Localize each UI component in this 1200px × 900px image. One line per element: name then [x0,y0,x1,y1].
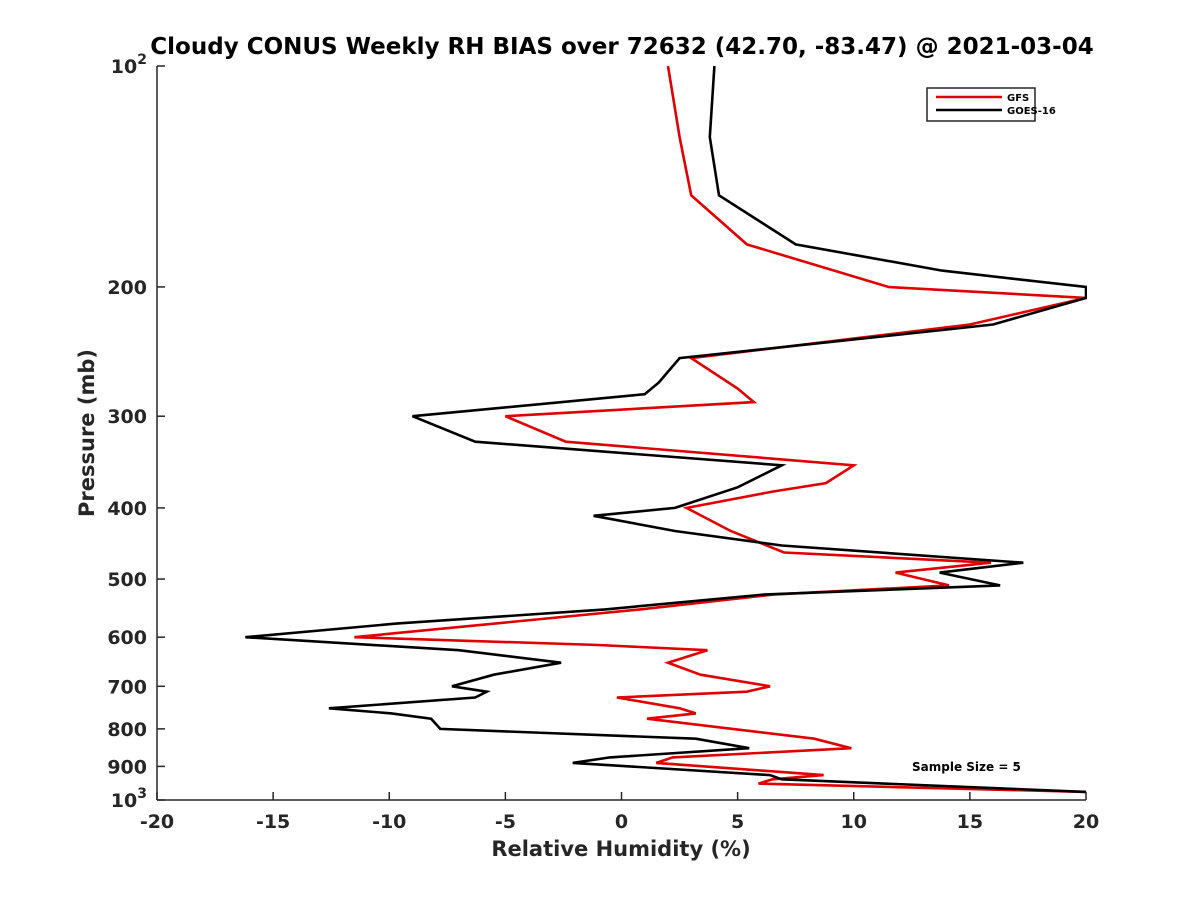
y-axis-ticks: 102 200 300 400 500 600 700 800 900 103 [107,52,165,812]
y-tick-label: 700 [107,676,147,698]
y-tick-label: 800 [107,719,147,741]
x-tick-label: 15 [957,811,983,833]
legend-label-goes16: GOES-16 [1007,106,1056,117]
series-group [245,65,1087,794]
y-tick-label: 500 [107,569,147,591]
y-tick-label: 200 [107,277,147,299]
x-tick-label: -15 [256,811,290,833]
x-tick-label: 5 [731,811,744,833]
y-axis-label: Pressure (mb) [75,349,99,517]
legend-box [926,87,1036,122]
plot-area [156,66,1086,801]
legend: GFS GOES-16 [926,87,1056,122]
x-axis-label: Relative Humidity (%) [491,837,750,861]
y-tick-label: 300 [107,406,147,428]
y-tick-label: 900 [107,756,147,778]
y-tick-label: 103 [111,786,147,812]
sample-size-annotation: Sample Size = 5 [912,760,1021,774]
x-axis-ticks: -20 -15 -10 -5 0 5 10 15 20 [140,792,1099,833]
y-tick-label: 600 [107,627,147,649]
y-tick-label: 400 [107,498,147,520]
x-tick-label: 0 [615,811,628,833]
chart-title: Cloudy CONUS Weekly RH BIAS over 72632 (… [150,34,1093,60]
x-tick-label: 10 [841,811,867,833]
x-tick-label: -20 [140,811,174,833]
x-tick-label: -5 [495,811,516,833]
series-line-goes16 [245,65,1087,794]
y-tick-label: 102 [111,52,147,78]
x-tick-label: -10 [372,811,406,833]
x-tick-label: 20 [1073,811,1099,833]
legend-label-gfs: GFS [1007,93,1029,104]
